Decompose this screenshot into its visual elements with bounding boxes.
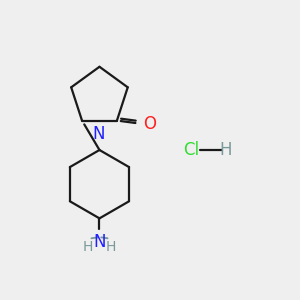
Text: Cl: Cl bbox=[184, 141, 200, 159]
Text: N: N bbox=[93, 233, 106, 251]
Text: H: H bbox=[220, 141, 232, 159]
Text: H: H bbox=[106, 240, 116, 254]
Text: N: N bbox=[92, 125, 104, 143]
Text: O: O bbox=[143, 115, 156, 133]
Text: H: H bbox=[83, 240, 93, 254]
